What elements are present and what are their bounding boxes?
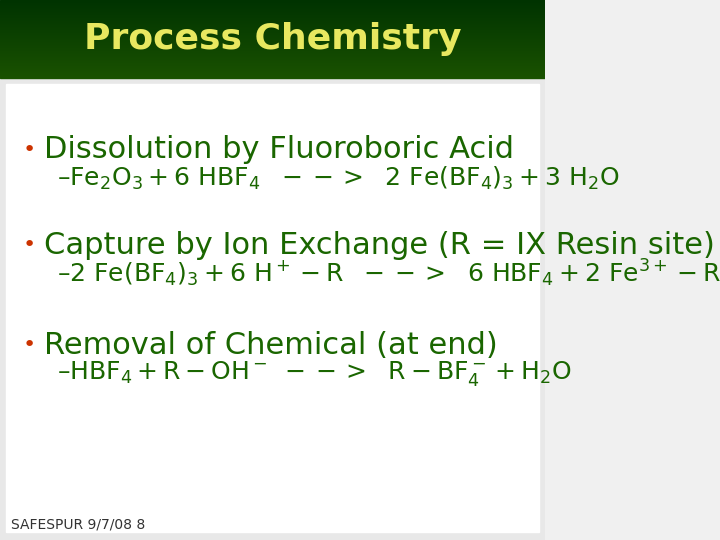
Bar (0, 0, 545, 1)
Bar (0, 14, 545, 15)
Text: •: • (22, 140, 35, 160)
Bar (0, 23, 545, 24)
Bar (0, 31, 545, 32)
Bar (0, 51, 545, 52)
Bar (0, 73, 545, 74)
Bar (0, 39, 545, 40)
Bar (0, 54, 545, 55)
Text: $\mathsf{– HBF_4 + R - OH^-\ - - >\ \ R - BF_4^- + H_2O}$: $\mathsf{– HBF_4 + R - OH^-\ - - >\ \ R … (57, 359, 572, 388)
Text: $\mathsf{– 2\ Fe(BF_4)_3 + 6\ H^+ - R\ \ - - >\ \ 6\ HBF_4 + 2\ Fe^{3+} - R_3}$: $\mathsf{– 2\ Fe(BF_4)_3 + 6\ H^+ - R\ \… (57, 257, 720, 289)
Text: •: • (22, 235, 35, 255)
Bar (0, 69, 545, 70)
Bar (0, 32, 545, 33)
Bar (0, 57, 545, 58)
Bar (0, 70, 545, 71)
Bar (0, 40, 545, 41)
Bar (0, 21, 545, 22)
Bar (0, 29, 545, 30)
Bar (0, 66, 545, 67)
Bar (0, 20, 545, 21)
Bar (0, 43, 545, 44)
Bar (0, 55, 545, 56)
Bar (0, 76, 545, 77)
Bar (0, 3, 545, 4)
Bar (0, 25, 545, 26)
Bar (0, 56, 545, 57)
Bar (0, 4, 545, 5)
Bar (0, 42, 545, 43)
Bar (0, 13, 545, 14)
Text: $\mathsf{– Fe_2O_3 + 6\ HBF_4\ \ - - >\ \ 2\ Fe(BF_4)_3 + 3\ H_2O}$: $\mathsf{– Fe_2O_3 + 6\ HBF_4\ \ - - >\ … (57, 164, 619, 192)
Text: SAFESPUR 9/7/08 8: SAFESPUR 9/7/08 8 (11, 517, 145, 531)
Bar (0, 63, 545, 64)
Bar (0, 59, 545, 60)
Bar (0, 19, 545, 20)
Bar (0, 38, 545, 39)
Text: •: • (22, 335, 35, 355)
Bar (0, 8, 545, 9)
Bar (0, 15, 545, 16)
Bar (0, 7, 545, 8)
Bar (0, 2, 545, 3)
Bar (0, 77, 545, 78)
Bar (0, 48, 545, 49)
Bar (0, 6, 545, 7)
Bar (0, 24, 545, 25)
Bar (0, 16, 545, 17)
Bar (0, 58, 545, 59)
Bar (0, 67, 545, 68)
Bar (0, 65, 545, 66)
Bar (0, 41, 545, 42)
Bar (0, 46, 545, 47)
Bar (0, 5, 545, 6)
Text: Removal of Chemical (at end): Removal of Chemical (at end) (44, 330, 498, 360)
Text: Process Chemistry: Process Chemistry (84, 22, 462, 56)
Bar (0, 44, 545, 45)
Bar (0, 53, 545, 54)
Bar (0, 78, 545, 540)
Bar (0, 50, 545, 51)
Bar (0, 45, 545, 46)
Text: Dissolution by Fluoroboric Acid: Dissolution by Fluoroboric Acid (44, 136, 514, 165)
Bar (0, 37, 545, 38)
Bar (0, 68, 545, 69)
Bar (0, 71, 545, 72)
Bar (0, 10, 545, 11)
Text: Capture by Ion Exchange (R = IX Resin site): Capture by Ion Exchange (R = IX Resin si… (44, 231, 715, 260)
Bar (0, 33, 545, 34)
Bar (0, 28, 545, 29)
Bar (0, 60, 545, 61)
Bar (0, 27, 545, 28)
Bar (0, 47, 545, 48)
Bar (6, 84, 539, 532)
Bar (0, 18, 545, 19)
Bar (0, 26, 545, 27)
Bar (0, 17, 545, 18)
Bar (0, 11, 545, 12)
Bar (0, 1, 545, 2)
Bar (0, 74, 545, 75)
Bar (0, 49, 545, 50)
Bar (0, 34, 545, 35)
Bar (0, 62, 545, 63)
Bar (0, 35, 545, 36)
Bar (0, 22, 545, 23)
Bar (0, 61, 545, 62)
Bar (0, 12, 545, 13)
Bar (0, 64, 545, 65)
Bar (0, 52, 545, 53)
Bar (0, 9, 545, 10)
Bar (0, 30, 545, 31)
Bar (0, 36, 545, 37)
Bar (0, 75, 545, 76)
Bar (0, 72, 545, 73)
